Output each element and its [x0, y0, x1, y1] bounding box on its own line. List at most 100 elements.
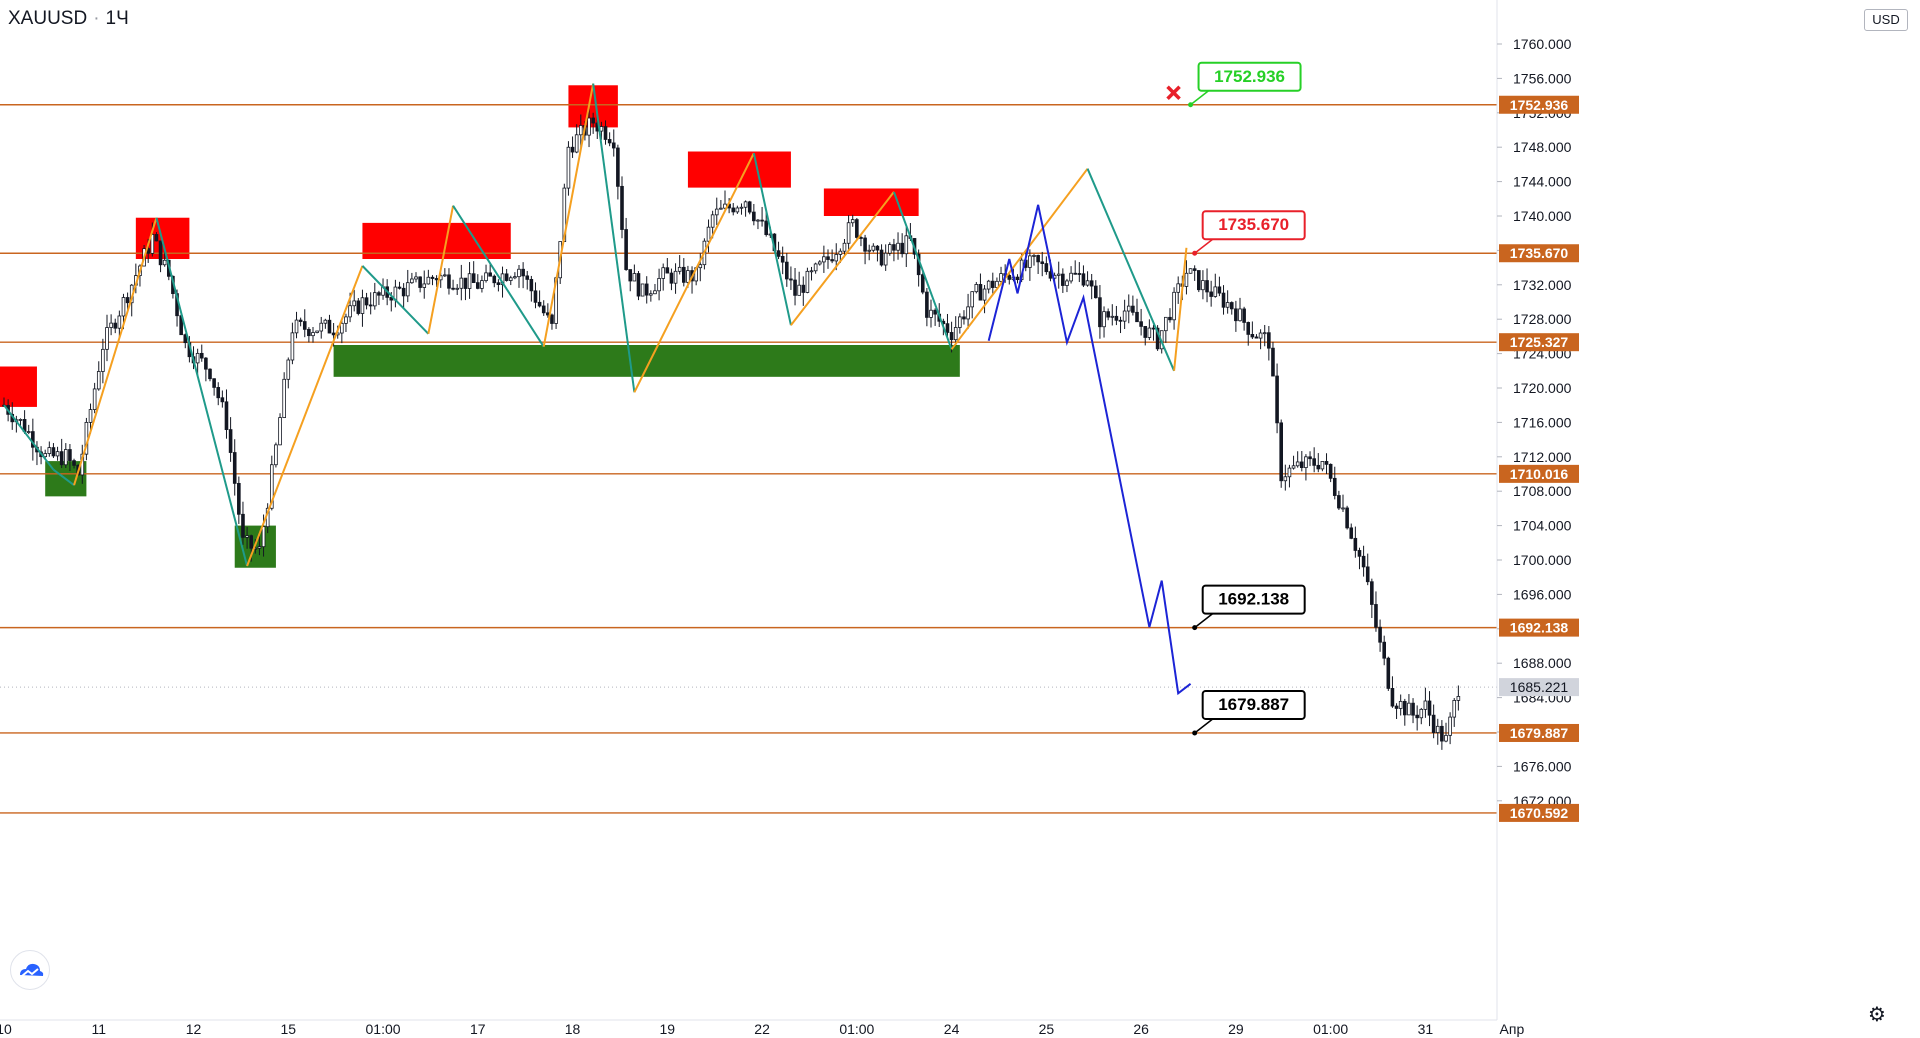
price-tick-label: 1760.000 [1513, 36, 1572, 52]
candle-body [1398, 700, 1403, 709]
supply-zone [0, 366, 37, 407]
candle-body [488, 272, 492, 277]
level-price-label: 1725.327 [1510, 334, 1569, 350]
price-tick-label: 1732.000 [1513, 277, 1572, 293]
target-callout[interactable] [1201, 210, 1306, 241]
price-tick-label: 1708.000 [1513, 483, 1572, 499]
candle-body [125, 297, 130, 304]
candle-body [1341, 507, 1345, 510]
candle-body [1135, 311, 1139, 323]
target-label: 1735.670 [1218, 215, 1289, 234]
candle-body [504, 273, 509, 281]
candle-body [900, 242, 904, 255]
candle-body [624, 229, 628, 270]
target-callout[interactable] [1197, 61, 1302, 92]
zigzag-up-leg [542, 83, 595, 347]
candle-body [1337, 495, 1341, 509]
currency-badge[interactable]: USD [1864, 9, 1908, 31]
candle-body [315, 330, 319, 333]
candle-body [636, 273, 641, 297]
candle-body [1353, 537, 1358, 551]
candle-body [47, 447, 52, 454]
candle-body [945, 323, 950, 333]
candle-body [871, 245, 876, 251]
candle-body [793, 279, 797, 296]
symbol-title[interactable]: XAUUSD · 1Ч [8, 8, 129, 30]
price-tick-label: 1712.000 [1513, 449, 1572, 465]
candle-body [26, 431, 31, 433]
candle-body [368, 304, 373, 307]
candle-body [410, 278, 414, 284]
candle-body [739, 206, 744, 209]
tradingview-cloud-icon[interactable] [10, 950, 50, 990]
candle-body [18, 419, 23, 421]
candle-body [1015, 276, 1020, 281]
candle-body [327, 319, 332, 334]
candle-body [1246, 322, 1251, 335]
level-price-badge [1499, 464, 1579, 483]
candle-body [579, 125, 583, 136]
zones-layer [0, 85, 960, 568]
candle-body [319, 322, 324, 332]
gear-icon[interactable]: ⚙ [1868, 1004, 1886, 1026]
candle-body [1419, 708, 1424, 719]
candle-body [888, 244, 892, 254]
candle-body [1205, 280, 1209, 293]
candle-body [628, 269, 633, 282]
target-anchor-dot [1192, 625, 1198, 631]
candle-body [1069, 272, 1073, 282]
candle-body [1345, 507, 1349, 529]
levels-layer [0, 104, 1497, 814]
candle-body [1065, 280, 1069, 286]
candle-body [1147, 327, 1152, 338]
candle-body [88, 409, 93, 423]
candle-body [805, 270, 810, 293]
target-callout[interactable] [1201, 689, 1306, 720]
candle-body [463, 277, 468, 289]
candle-body [455, 287, 459, 290]
candle-body [1114, 315, 1119, 321]
candle-body [484, 272, 488, 282]
target-pointer [1190, 90, 1210, 106]
price-axis-bg [1497, 0, 1920, 1038]
candle-body [364, 297, 369, 306]
candle-body [282, 378, 286, 418]
level-price-label: 1752.936 [1510, 97, 1569, 113]
candle-body [257, 546, 262, 549]
candle-body [920, 274, 925, 293]
candle-body [1435, 725, 1440, 733]
zigzag-layer [3, 83, 1188, 567]
time-tick-label: 12 [186, 1021, 202, 1037]
time-axis: 10 11 12 15 01:00 17 18 19 22 01:00 24 25 26 29 01:00 3… [0, 1019, 1525, 1038]
candle-body [1213, 286, 1218, 297]
candle-body [1225, 302, 1230, 308]
target-pointer [1194, 718, 1214, 734]
time-tick-label: Апр [1500, 1021, 1525, 1037]
candle-body [101, 348, 105, 372]
candle-body [1164, 316, 1168, 332]
candle-body [323, 319, 328, 324]
candle-body [471, 273, 476, 284]
candle-body [953, 327, 958, 341]
candle-body [1221, 292, 1226, 308]
level-price-label: 1692.138 [1510, 620, 1569, 636]
cross-stroke [1166, 85, 1181, 100]
candle-body [208, 368, 212, 380]
zigzag-down-leg [52, 468, 75, 486]
level-price-label: 1670.592 [1510, 805, 1569, 821]
projection-path [987, 204, 1192, 696]
candle-body [1229, 302, 1234, 310]
target-label: 1692.138 [1218, 590, 1289, 609]
candle-body [1258, 332, 1263, 339]
candle-body [1328, 463, 1333, 479]
candle-body [237, 482, 241, 515]
candle-body [809, 270, 814, 273]
target-callout[interactable] [1201, 584, 1306, 615]
candle-body [340, 322, 344, 334]
candle-body [826, 256, 830, 260]
candle-body [418, 276, 422, 288]
candle-body [397, 286, 402, 289]
candle-body [896, 242, 900, 251]
candle-body [1131, 305, 1135, 313]
